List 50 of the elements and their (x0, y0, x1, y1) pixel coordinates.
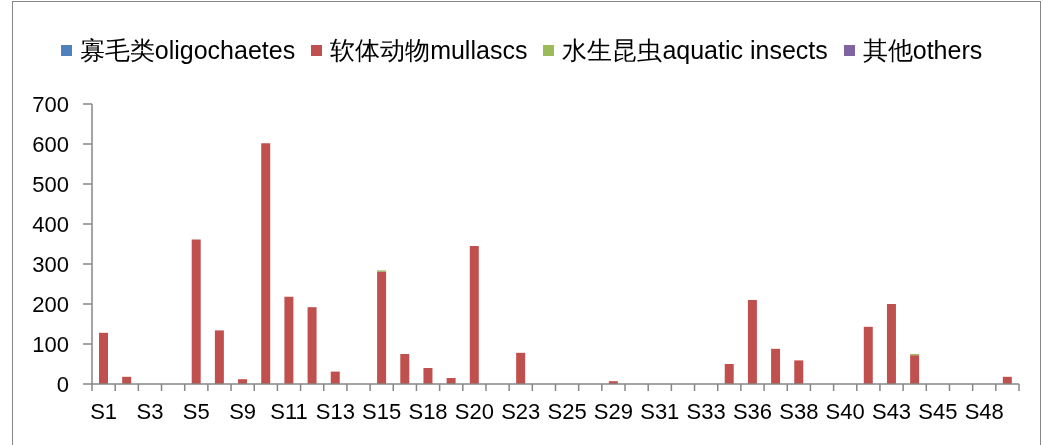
y-tick-label: 0 (56, 371, 69, 397)
y-tick-label: 700 (32, 91, 69, 117)
bar (284, 296, 294, 384)
x-tick-label: S33 (686, 398, 726, 424)
x-tick-label: S43 (871, 398, 912, 424)
x-tick-label: S3 (136, 398, 164, 424)
bar (261, 143, 271, 384)
bar (377, 271, 387, 384)
bar (886, 304, 896, 384)
x-tick-label: S5 (182, 398, 210, 424)
x-tick-label: S36 (732, 398, 773, 424)
bar (469, 246, 479, 384)
bar (910, 355, 920, 384)
bar (747, 300, 757, 384)
bar (423, 368, 433, 384)
legend-label: 寡毛类oligochaetes (79, 35, 296, 66)
bar (99, 332, 108, 384)
y-tick-label: 100 (32, 331, 69, 357)
x-tick-label: S11 (270, 398, 308, 424)
y-tick-label: 500 (32, 171, 69, 197)
legend-label: 其他others (862, 35, 983, 66)
bar (307, 307, 317, 384)
bar (400, 354, 410, 384)
legend-label: 水生昆虫aquatic insects (562, 35, 828, 66)
bar (771, 348, 781, 384)
bar (191, 239, 201, 384)
x-tick-label: S29 (593, 398, 634, 424)
bar (794, 360, 804, 384)
y-tick-label: 400 (32, 211, 69, 237)
x-tick-label: S25 (547, 398, 587, 424)
x-tick-label: S9 (229, 398, 257, 424)
x-tick-label: S48 (964, 398, 1004, 424)
x-tick-label: S20 (454, 398, 494, 424)
bar (724, 364, 734, 384)
y-tick-label: 600 (32, 131, 69, 157)
y-tick-label: 300 (32, 251, 69, 277)
y-tick-label: 200 (32, 291, 69, 317)
x-tick-label: S40 (825, 398, 865, 424)
x-tick-label: S15 (362, 398, 402, 424)
bar (214, 330, 224, 384)
legend-label: 软体动物mullascs (330, 35, 528, 66)
x-tick-label: S1 (90, 398, 118, 424)
x-tick-label: S45 (918, 398, 958, 424)
bar (863, 326, 873, 384)
x-tick-label: S31 (640, 398, 680, 424)
bar (516, 352, 526, 384)
x-tick-label: S13 (315, 398, 355, 424)
x-tick-label: S23 (501, 398, 541, 424)
x-tick-label: S18 (408, 398, 448, 424)
x-tick-label: S38 (779, 398, 819, 424)
